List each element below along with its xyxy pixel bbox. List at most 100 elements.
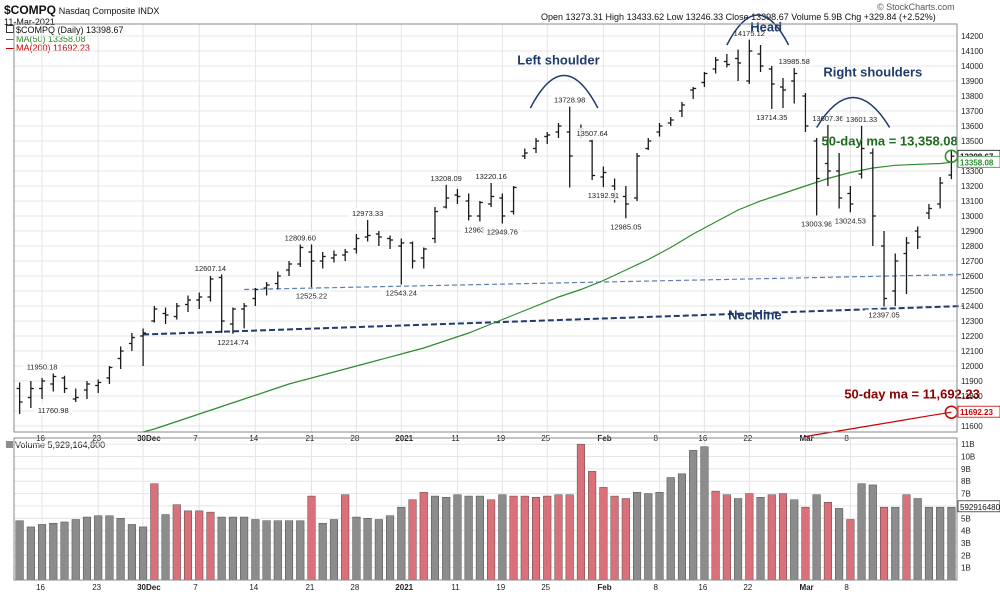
volume-tag-box [957,500,1000,513]
x-tick-label: 16 [36,583,45,592]
volume-bar [386,515,395,581]
x-tick-label: 25 [541,583,550,592]
data-label-bg [213,336,253,347]
price-tick-label: 14000 [961,62,984,71]
volume-bar [273,520,282,581]
data-label: 11760.98 [38,406,69,415]
volume-tag: 5929164800 [960,503,1000,512]
data-label-bg [550,94,589,105]
price-tick-label: 13100 [961,197,984,206]
price-tick-label: 14200 [961,32,984,41]
chart-annotation: 50-day ma = 11,692.23 [844,386,980,401]
price-panel-frame [13,23,958,433]
ohlc-bar [645,138,652,150]
volume-tick-label: 8B [961,477,971,486]
volume-bar [801,506,810,581]
ohlc-bar [847,186,854,213]
x-tick-label: 14 [249,583,258,592]
volume-bar [430,495,439,581]
ohlc-bar [286,261,293,276]
chart-annotation: Right shoulders [823,65,922,80]
volume-bar [689,450,698,581]
volume-bar [464,495,473,581]
ohlc-bar [589,139,596,180]
ohlc-bar [454,189,461,204]
x-tick-label: 30Dec [137,583,161,592]
volume-bar [554,494,563,581]
data-label-bg [752,111,791,122]
ohlc-bar [824,124,831,186]
ohlc-bar [218,274,225,333]
volume-bar [509,495,518,581]
volume-bar [924,506,933,581]
price-tick-label: 12900 [961,227,984,236]
price-tick-label: 12700 [961,257,984,266]
ohlc-bar [162,307,169,324]
ohlc-bar [476,201,483,222]
data-label: 12949.76 [487,228,518,237]
ohlc-bar [39,378,46,399]
x-tick-label: Mar [799,583,813,592]
volume-bar [576,443,585,581]
price-tick-label: 11800 [961,392,983,401]
ohlc-bar [61,375,68,393]
neckline [143,305,963,336]
volume-bars [15,443,956,581]
ohlc-bar [544,132,551,144]
ohlc-bar [431,207,438,243]
ohlc-bar [869,148,876,246]
ohlc-readout: Open 13273.31 High 13433.62 Low 13246.33… [541,12,936,22]
price-tick-label: 12100 [961,347,984,356]
ohlc-bar [398,238,405,285]
volume-bar [419,492,428,581]
ohlc-bar [443,184,450,209]
data-label-bg [775,56,814,67]
volume-tick-label: 4B [961,527,971,536]
legend-ma200: MA(200) 11692.23 [6,43,90,53]
volume-legend-label: Volume 5,929,164,800 [15,440,106,450]
volume-bar [621,498,630,581]
data-label: 11950.18 [27,363,58,372]
chart-annotation: Left shoulder [517,53,599,68]
volume-bar [745,493,754,581]
volume-bar [329,519,338,581]
data-label-bg [382,287,421,298]
volume-bar [15,520,24,581]
ohlc-bar [678,102,685,117]
price-bars [16,39,955,414]
volume-bar [453,494,462,581]
volume-bar [139,526,148,581]
ohlc-bar [836,153,843,209]
ohlc-bar [185,295,192,312]
ohlc-bar [319,252,326,269]
volume-bar [677,473,686,581]
volume-bar [778,493,788,581]
ohlc-bar [892,253,899,306]
data-label-bg [292,290,331,301]
volume-bar [296,520,305,581]
volume-bar [161,514,170,581]
volume-bar [520,495,529,581]
ohlc-bar [791,68,798,104]
ohlc-bar [274,271,281,290]
data-label: 12809.60 [285,234,316,243]
volume-bar [352,516,361,581]
volume-bar [318,523,327,581]
data-label-bg [831,215,870,226]
ohlc-bar [746,39,753,84]
legend-ma50-label: MA(50) 13358.08 [16,34,86,44]
ohlc-bar [600,166,607,188]
volume-bar [94,515,103,581]
ohlc-bar [723,54,730,68]
ohlc-bar [409,241,416,269]
price-tick-label: 12200 [961,332,984,341]
volume-bar [812,494,821,581]
ohlc-bar [83,381,90,399]
price-tick-label: 12500 [961,287,984,296]
volume-tick-label: 9B [961,465,971,474]
ohlc-bar [420,247,427,269]
volume-tick-label: 1B [961,564,971,573]
data-label: 13985.58 [779,57,810,66]
ohlc-bar [914,226,921,249]
